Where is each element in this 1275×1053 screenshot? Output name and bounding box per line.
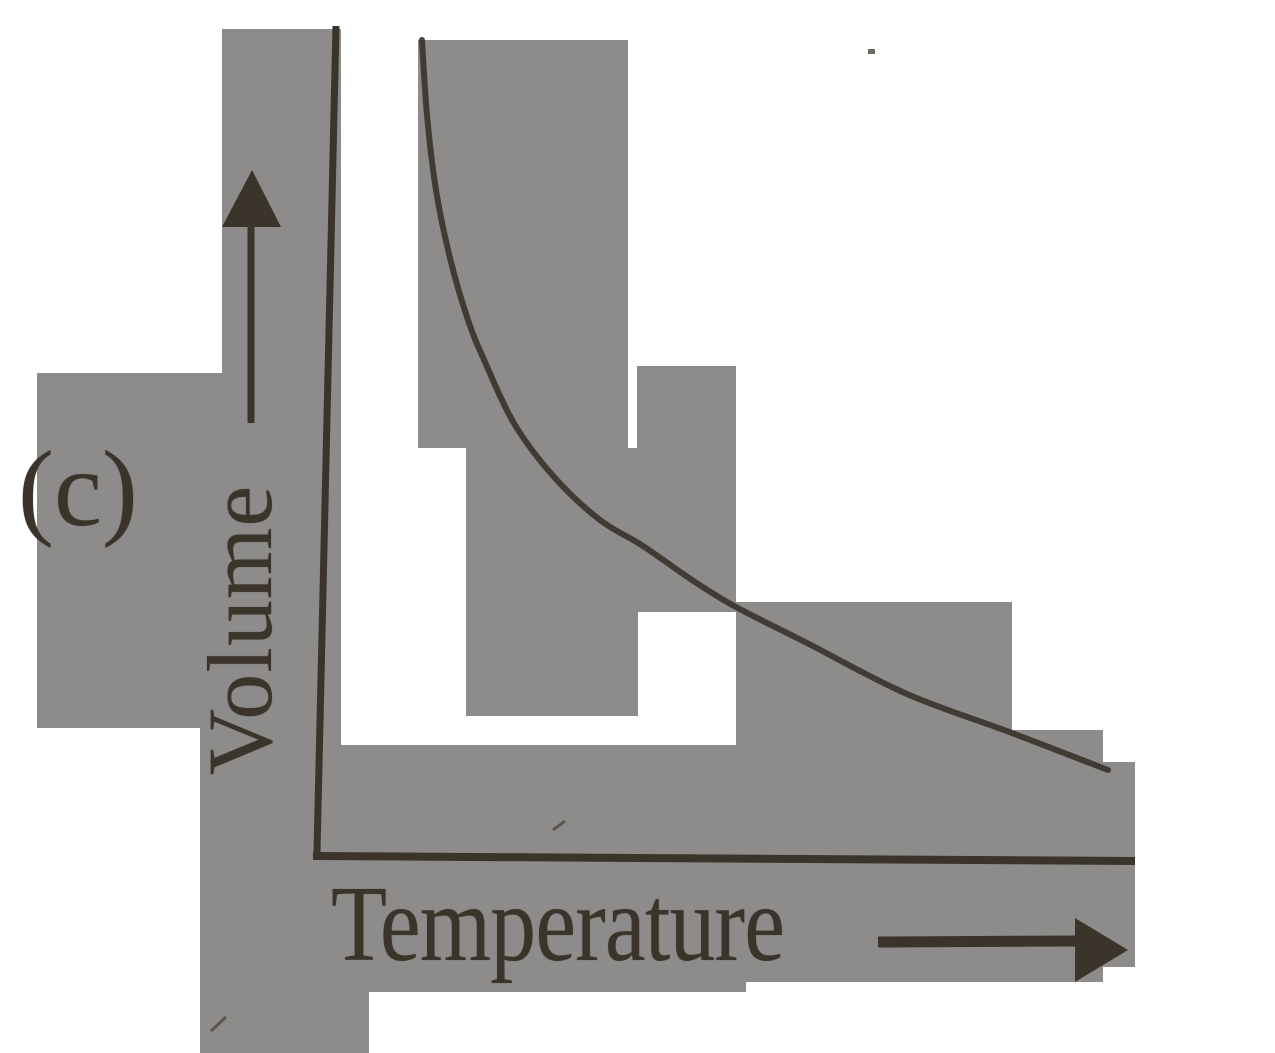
- scan-gray-patch: [418, 40, 628, 448]
- scan-gray-patch: [637, 366, 736, 612]
- figure-part-label: (c): [18, 430, 138, 549]
- scan-speck: [209, 1015, 228, 1033]
- x-axis-line: [312, 852, 1136, 865]
- x-axis-arrow-icon: [877, 918, 1128, 982]
- scan-gray-patch: [37, 373, 341, 728]
- scan-gray-patch: [341, 992, 369, 1053]
- scan-gray-patch: [341, 745, 746, 992]
- scan-speck: [868, 49, 875, 54]
- y-axis-arrow-icon: [222, 170, 281, 423]
- scan-gray-patch: [736, 602, 1012, 982]
- volume-temperature-curve: [419, 37, 1111, 773]
- scan-speck: [552, 819, 566, 832]
- scan-gray-patch: [466, 448, 638, 716]
- y-axis-label: Volume: [189, 484, 291, 776]
- x-axis-label: Temperature: [331, 865, 785, 984]
- y-axis-line: [313, 25, 340, 853]
